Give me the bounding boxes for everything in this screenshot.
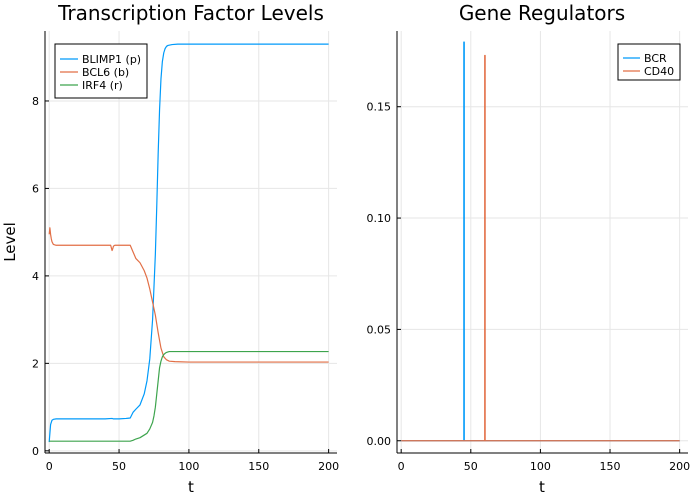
legend: BLIMP1 (p) BCL6 (b) IRF4 (r) [54,43,148,99]
x-tick-label: 100 [178,460,199,473]
legend-label-bcl6: BCL6 (b) [82,66,129,79]
x-ticks: 0 50 100 150 200 [398,449,690,473]
legend-box [617,43,681,81]
x-tick-label: 0 [398,460,405,473]
chart-title: Gene Regulators [459,1,625,25]
y-tick-label: 6 [32,182,39,195]
x-axis-label: t [539,478,545,496]
x-axis-label: t [188,478,194,496]
grid [45,31,337,453]
legend-label-blimp1: BLIMP1 (p) [82,53,141,66]
series-line-blimp1-p [48,43,329,443]
y-tick-label: 0.00 [367,435,392,448]
y-tick-label: 0.10 [367,212,392,225]
transcription-factor-chart: Transcription Factor Levels t Level 0 50 1… [1,1,339,496]
x-ticks: 0 50 100 150 200 [46,449,339,473]
x-tick-label: 150 [248,460,269,473]
legend: BCR CD40 [617,43,681,81]
y-tick-label: 0.15 [367,101,392,114]
legend-label-bcr: BCR [644,52,667,65]
x-tick-label: 150 [600,460,621,473]
legend-label-irf4: IRF4 (r) [82,79,123,92]
legend-label-cd40: CD40 [644,65,674,78]
series-lines [48,43,329,443]
series-line-irf4-r [49,350,329,442]
chart-title: Transcription Factor Levels [57,1,324,25]
grid [397,31,688,453]
x-tick-label: 100 [530,460,551,473]
series-line-bcl6-b [48,227,329,363]
x-tick-label: 50 [464,460,478,473]
gene-regulators-chart: Gene Regulators t 0 50 100 150 200 0.000.050… [367,1,691,496]
y-tick-label: 2 [32,357,39,370]
y-ticks: 0.00 0.05 0.10 0.15 [367,101,401,448]
y-tick-label: 4 [32,270,39,283]
x-tick-label: 0 [46,460,53,473]
y-tick-label: 8 [32,95,39,108]
x-tick-label: 200 [318,460,339,473]
series-line-cd40 [401,54,680,442]
legend-box [54,43,148,99]
y-tick-label: 0.05 [367,323,392,336]
x-tick-label: 200 [669,460,690,473]
axes [396,31,688,454]
y-tick-label: 0 [32,445,39,458]
y-ticks: 0 2 4 6 8 [32,95,49,458]
series-lines [401,41,680,442]
y-axis-label: Level [1,222,19,262]
x-tick-label: 50 [112,460,126,473]
